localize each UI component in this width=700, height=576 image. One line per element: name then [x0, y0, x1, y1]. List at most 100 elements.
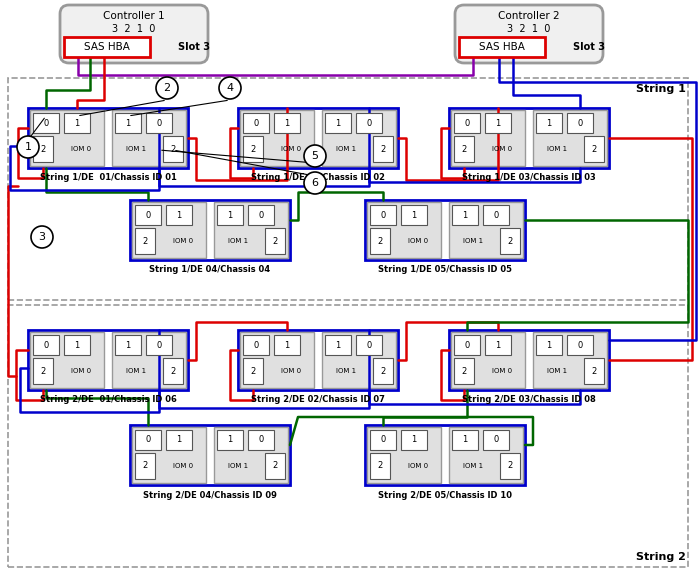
Bar [584, 136, 604, 162]
Text: 0: 0 [146, 210, 150, 219]
Text: String 2/DE 02/Chassis ID 07: String 2/DE 02/Chassis ID 07 [251, 396, 385, 404]
Text: IOM 1: IOM 1 [126, 146, 146, 152]
Text: IOM 0: IOM 0 [408, 238, 428, 244]
Bar [370, 453, 390, 479]
Bar [567, 335, 593, 355]
Text: String 2: String 2 [636, 552, 686, 562]
Text: 1: 1 [412, 210, 416, 219]
Bar [240, 110, 314, 166]
Text: 2: 2 [272, 237, 278, 245]
Text: 2: 2 [461, 145, 467, 153]
Bar [367, 427, 441, 483]
Bar [365, 200, 525, 260]
Bar [536, 113, 562, 133]
Text: 2: 2 [461, 366, 467, 376]
Bar [265, 453, 285, 479]
Bar [135, 430, 161, 450]
Circle shape [31, 226, 53, 248]
Text: IOM 0: IOM 0 [281, 368, 301, 374]
Text: String 1/DE 03/Chassis ID 03: String 1/DE 03/Chassis ID 03 [462, 173, 596, 183]
Text: 2: 2 [380, 366, 386, 376]
Text: 2: 2 [170, 145, 176, 153]
Text: 2: 2 [41, 366, 46, 376]
Text: 2: 2 [592, 145, 596, 153]
Bar [370, 228, 390, 254]
Bar [248, 205, 274, 225]
Bar [33, 113, 59, 133]
Bar [370, 430, 396, 450]
Bar [567, 113, 593, 133]
Text: IOM 0: IOM 0 [71, 368, 91, 374]
Bar [485, 335, 511, 355]
Text: IOM 1: IOM 1 [228, 463, 248, 469]
Bar [163, 358, 183, 384]
Text: String 1/DE 04/Chassis 04: String 1/DE 04/Chassis 04 [149, 266, 271, 275]
Text: 0: 0 [156, 340, 162, 350]
Bar [322, 332, 396, 388]
Text: 1: 1 [463, 435, 468, 445]
Text: 0: 0 [380, 210, 386, 219]
Bar [243, 358, 263, 384]
Text: IOM 0: IOM 0 [173, 463, 193, 469]
Text: IOM 1: IOM 1 [463, 238, 483, 244]
Bar [325, 113, 351, 133]
Bar [240, 332, 314, 388]
Text: 1: 1 [547, 119, 552, 127]
Bar [146, 113, 172, 133]
Text: 2: 2 [251, 366, 256, 376]
Bar [274, 335, 300, 355]
Bar [584, 358, 604, 384]
Bar [449, 108, 609, 168]
Bar [248, 430, 274, 450]
Text: 1: 1 [335, 340, 341, 350]
Bar [166, 430, 192, 450]
Text: String 2/DE  01/Chassis ID 06: String 2/DE 01/Chassis ID 06 [40, 396, 176, 404]
Bar [217, 205, 243, 225]
Text: IOM 0: IOM 0 [492, 368, 512, 374]
Text: String 1/DE 05/Chassis ID 05: String 1/DE 05/Chassis ID 05 [378, 266, 512, 275]
Bar [483, 205, 509, 225]
Bar [135, 228, 155, 254]
Text: 2: 2 [508, 237, 512, 245]
Text: 0: 0 [43, 340, 48, 350]
Bar [28, 108, 188, 168]
Bar [449, 330, 609, 390]
Text: 1: 1 [176, 435, 181, 445]
Text: 0: 0 [366, 340, 372, 350]
Bar [459, 37, 545, 57]
Bar [454, 335, 480, 355]
Text: 0: 0 [578, 340, 582, 350]
Text: String 1/DE  01/Chassis ID 01: String 1/DE 01/Chassis ID 01 [40, 173, 176, 183]
Text: Controller 1: Controller 1 [103, 11, 164, 21]
Bar [30, 332, 104, 388]
Bar [214, 427, 288, 483]
Text: 1: 1 [25, 142, 32, 152]
Text: 1: 1 [125, 340, 131, 350]
Bar [28, 330, 188, 390]
Bar [238, 108, 398, 168]
Text: 1: 1 [74, 119, 80, 127]
Bar [483, 430, 509, 450]
Bar [8, 78, 688, 300]
Bar [130, 200, 290, 260]
Bar [325, 335, 351, 355]
Text: 1: 1 [463, 210, 468, 219]
Bar [163, 136, 183, 162]
Text: IOM 1: IOM 1 [336, 368, 356, 374]
Bar [112, 332, 186, 388]
Text: IOM 0: IOM 0 [408, 463, 428, 469]
Bar [8, 305, 688, 567]
Text: 4: 4 [226, 83, 234, 93]
Bar [274, 113, 300, 133]
Text: String 2/DE 03/Chassis ID 08: String 2/DE 03/Chassis ID 08 [462, 396, 596, 404]
Text: Slot 3: Slot 3 [573, 42, 605, 52]
Bar [373, 358, 393, 384]
Bar [217, 430, 243, 450]
Text: 1: 1 [176, 210, 181, 219]
Bar [33, 136, 53, 162]
Bar [238, 330, 398, 390]
Bar [265, 228, 285, 254]
Bar [132, 427, 206, 483]
Text: 0: 0 [258, 210, 264, 219]
Text: 2: 2 [272, 461, 278, 471]
